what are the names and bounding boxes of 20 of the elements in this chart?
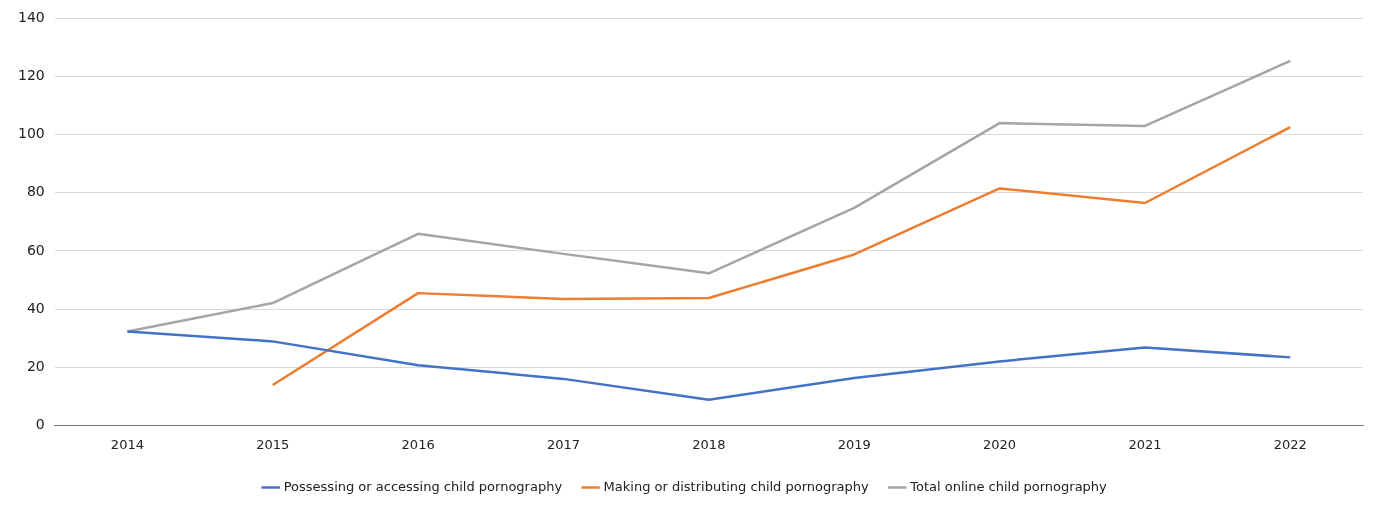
x-tick-label: 2017 bbox=[546, 436, 581, 452]
x-tick-label: 2022 bbox=[1273, 436, 1307, 452]
y-tick-label: 100 bbox=[17, 125, 45, 142]
y-tick-label: 0 bbox=[35, 416, 45, 433]
y-tick-label: 40 bbox=[26, 299, 45, 316]
legend-label: Possessing or accessing child pornography bbox=[283, 478, 563, 494]
x-tick-label: 2021 bbox=[1128, 436, 1162, 452]
y-tick-label: 60 bbox=[26, 241, 45, 258]
y-tick-label: 140 bbox=[17, 9, 45, 26]
y-tick-label: 20 bbox=[26, 357, 45, 374]
x-tick-label: 2015 bbox=[256, 436, 290, 452]
y-tick-label: 120 bbox=[17, 67, 45, 84]
x-tick-label: 2016 bbox=[401, 436, 435, 452]
x-tick-label: 2018 bbox=[692, 436, 726, 452]
x-tick-label: 2019 bbox=[837, 436, 871, 452]
x-tick-label: 2020 bbox=[983, 436, 1017, 452]
legend-label: Making or distributing child pornography bbox=[603, 478, 870, 494]
y-tick-label: 80 bbox=[26, 183, 45, 200]
legend-label: Total online child pornography bbox=[909, 478, 1108, 494]
x-tick-label: 2014 bbox=[110, 436, 144, 452]
